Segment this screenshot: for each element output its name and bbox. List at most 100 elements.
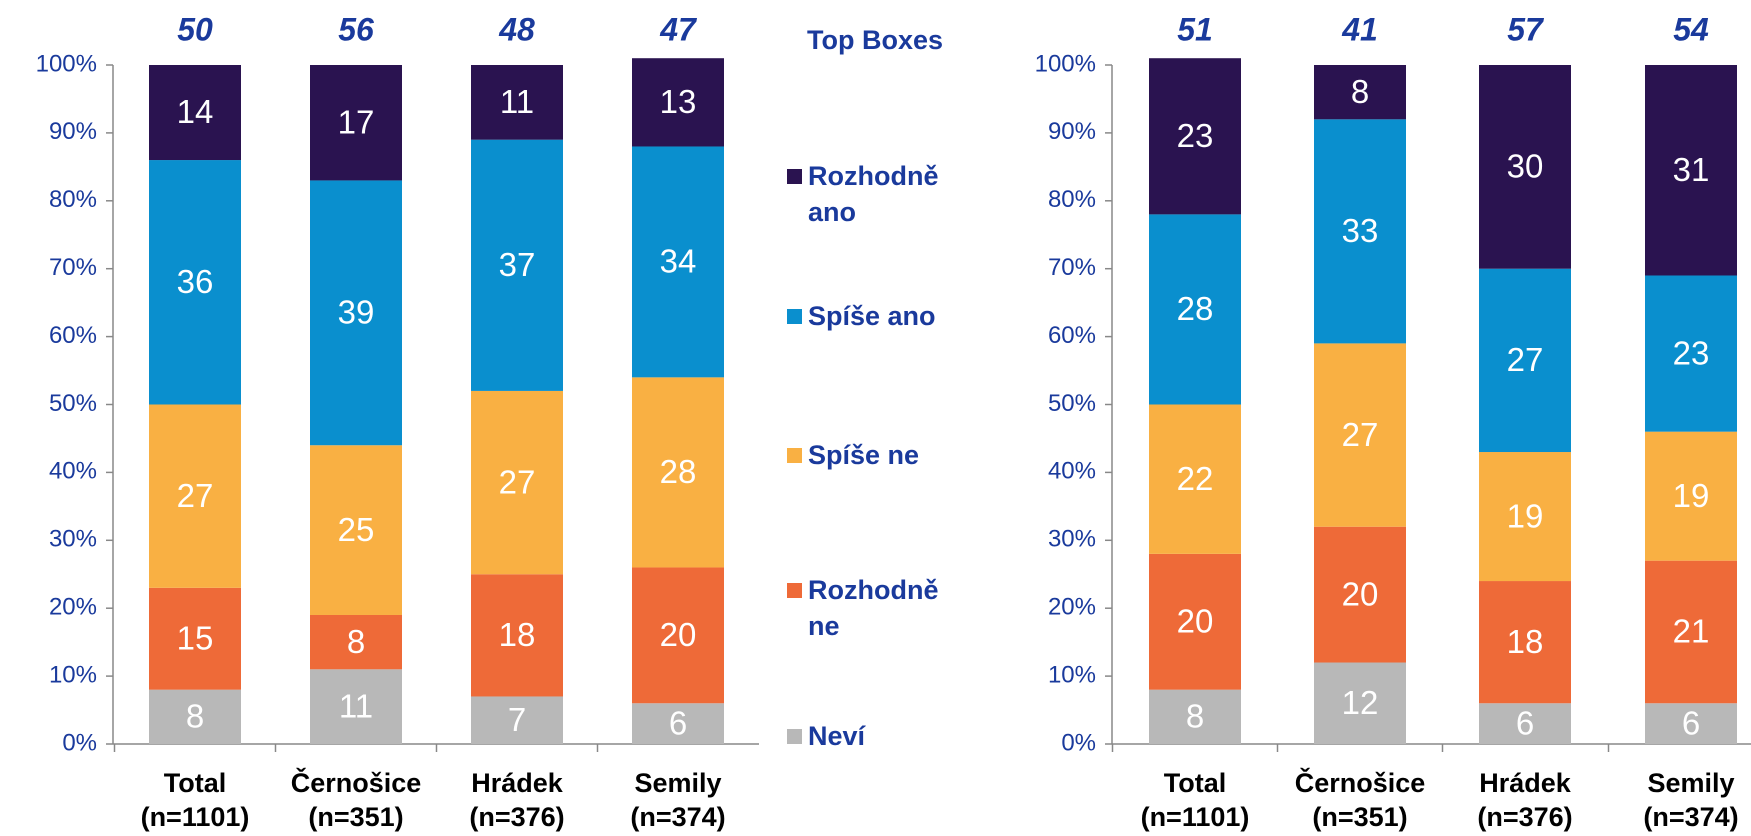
- data-label: 7: [508, 701, 526, 738]
- data-label: 19: [1673, 477, 1710, 514]
- y-tick-label: 20%: [1048, 594, 1096, 621]
- legend-label: Spíše ne: [808, 440, 920, 470]
- legend-swatch: [787, 169, 802, 184]
- bar-segment: [1314, 662, 1406, 744]
- data-label: 20: [660, 616, 697, 653]
- y-tick-label: 10%: [1048, 661, 1096, 688]
- data-label: 8: [186, 698, 204, 735]
- bar-segment: [471, 696, 563, 744]
- data-label: 33: [1342, 212, 1379, 249]
- y-tick-label: 0%: [1061, 729, 1096, 756]
- data-label: 21: [1673, 613, 1710, 650]
- bar-segment: [1479, 581, 1571, 704]
- top-box-value: 51: [1177, 11, 1213, 47]
- top-box-value: 54: [1673, 11, 1709, 47]
- y-tick-label: 30%: [1048, 526, 1096, 553]
- y-tick-label: 30%: [49, 526, 97, 553]
- top-box-value: 41: [1341, 11, 1378, 47]
- bar-segment: [1645, 431, 1737, 561]
- top-box-value: 56: [338, 11, 374, 47]
- bar-segment: [1149, 404, 1241, 554]
- y-tick-label: 90%: [1048, 118, 1096, 145]
- legend-swatch: [787, 309, 802, 324]
- bar-segment: [149, 689, 241, 744]
- data-label: 27: [1507, 341, 1544, 378]
- data-label: 6: [1682, 704, 1700, 741]
- bar-segment: [1645, 65, 1737, 276]
- y-tick-label: 50%: [49, 390, 97, 417]
- data-label: 28: [1177, 290, 1214, 327]
- data-label: 20: [1177, 602, 1214, 639]
- bar-segment: [1314, 65, 1406, 120]
- data-label: 13: [660, 83, 697, 120]
- data-label: 8: [1186, 698, 1204, 735]
- y-tick-label: 100%: [36, 50, 97, 77]
- sample-size: (n=1101): [141, 802, 250, 832]
- y-tick-label: 80%: [49, 186, 97, 213]
- y-tick-label: 60%: [49, 322, 97, 349]
- bar-segment: [632, 703, 724, 744]
- data-label: 14: [177, 93, 214, 130]
- bar-segment: [1314, 343, 1406, 527]
- bar-segment: [632, 58, 724, 147]
- sample-size: (n=351): [308, 802, 403, 832]
- x-tick-label: Total: [164, 768, 227, 798]
- y-tick-label: 70%: [1048, 254, 1096, 281]
- y-tick-label: 10%: [49, 661, 97, 688]
- legend-item: Spíše ano: [787, 298, 973, 334]
- bar-segment: [632, 567, 724, 704]
- data-label: 36: [177, 263, 214, 300]
- y-tick-label: 100%: [1035, 50, 1096, 77]
- bar-segment: [1645, 560, 1737, 704]
- sample-size: (n=376): [1477, 802, 1572, 832]
- data-label: 34: [660, 243, 697, 280]
- bar-segment: [471, 139, 563, 391]
- bar-segment: [1149, 689, 1241, 744]
- data-label: 20: [1342, 575, 1379, 612]
- data-label: 22: [1177, 460, 1214, 497]
- data-label: 27: [1342, 416, 1379, 453]
- bar-segment: [1479, 65, 1571, 269]
- bar-segment: [1645, 703, 1737, 744]
- data-label: 23: [1673, 334, 1710, 371]
- bar-segment: [471, 390, 563, 575]
- data-label: 15: [177, 619, 214, 656]
- data-label: 18: [1507, 623, 1544, 660]
- bar-segment: [1149, 214, 1241, 405]
- top-box-value: 50: [177, 11, 213, 47]
- y-tick-label: 70%: [49, 254, 97, 281]
- data-label: 39: [338, 294, 375, 331]
- legend-swatch: [787, 729, 802, 744]
- x-tick-label: Hrádek: [471, 768, 564, 798]
- bar-segment: [1479, 452, 1571, 582]
- legend-label: Rozhodně ano: [808, 161, 939, 227]
- data-label: 8: [347, 623, 365, 660]
- legend-label: Rozhodně ne: [808, 575, 939, 641]
- data-label: 12: [1342, 684, 1379, 721]
- y-tick-label: 60%: [1048, 322, 1096, 349]
- x-tick-label: Semily: [1647, 768, 1734, 798]
- bar-segment: [1149, 58, 1241, 215]
- top-box-value: 48: [498, 11, 535, 47]
- data-label: 23: [1177, 117, 1214, 154]
- y-tick-label: 20%: [49, 594, 97, 621]
- sample-size: (n=374): [630, 802, 725, 832]
- x-tick-label: Černošice: [291, 767, 422, 798]
- legend-item: Neví: [787, 718, 973, 754]
- top-box-value: 47: [659, 11, 698, 47]
- data-label: 28: [660, 453, 697, 490]
- legend-title: Top Boxes: [807, 25, 944, 55]
- legend-label: Neví: [808, 721, 866, 751]
- y-tick-label: 0%: [62, 729, 97, 756]
- bar-segment: [471, 65, 563, 140]
- x-tick-label: Černošice: [1295, 767, 1426, 798]
- legend-item: Spíše ne: [787, 437, 973, 473]
- x-tick-label: Semily: [634, 768, 721, 798]
- bar-segment: [471, 574, 563, 697]
- sample-size: (n=351): [1312, 802, 1407, 832]
- data-label: 6: [1516, 704, 1534, 741]
- sample-size: (n=1101): [1141, 802, 1250, 832]
- bar-segment: [310, 180, 402, 446]
